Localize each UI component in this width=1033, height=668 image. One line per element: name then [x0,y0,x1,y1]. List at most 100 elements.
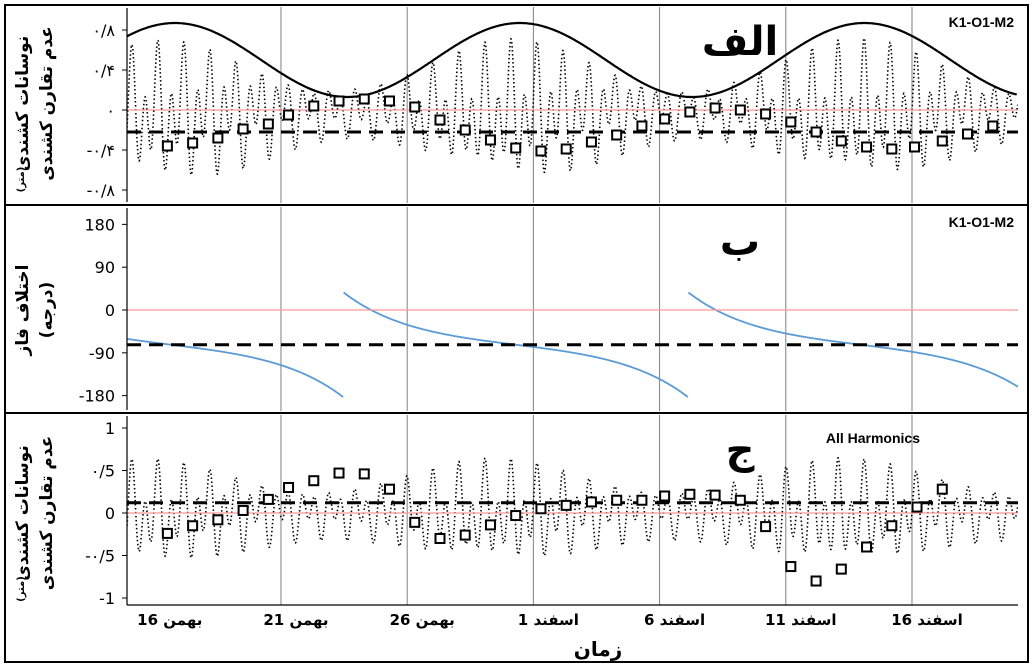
y-tick-label: ۰/۸ [92,21,115,40]
asymmetry-marker [936,483,948,495]
asymmetry-marker [283,109,295,121]
asymmetry-marker [333,467,345,479]
asymmetry-marker [911,501,923,513]
asymmetry-marker [459,124,471,136]
asymmetry-marker [611,494,623,506]
asymmetry-marker [684,106,696,118]
envelope-line [127,21,1017,99]
y-axis-unit: (متر) [16,576,27,602]
asymmetry-marker [987,120,999,132]
asymmetry-marker [861,541,873,553]
y-tick-label: -۰/۸ [87,181,116,200]
panel-letter: الف [702,19,778,65]
asymmetry-marker [785,561,797,573]
asymmetry-marker [560,499,572,511]
asymmetry-marker [585,496,597,508]
panel-3: 1 ۰/5 0 -۰/5 -1 ج All Harmonics نوسانات کشندی عد… [13,415,1018,608]
asymmetry-marker [535,503,547,515]
x-tick-label: 1 اسفند [518,611,579,629]
y-tick-label: 180 [84,215,115,234]
asymmetry-marker [459,529,471,541]
panel-tag: K1-O1-M2 [949,214,1015,230]
asymmetry-marker [659,490,671,502]
asymmetry-marker [187,137,199,149]
asymmetry-marker [358,93,370,105]
panel-1: ۰/۸ ۰/۴ ۰ -۰/۴ -۰/۸ الف K1-O1-M2 نوسانات کشندی ع… [13,7,1018,203]
asymmetry-marker [358,468,370,480]
asymmetry-marker [333,95,345,107]
asymmetry-marker [886,520,898,532]
y-axis-label: (درجه) [37,282,57,339]
plot-area [127,207,1018,411]
asymmetry-marker [810,126,822,138]
y-tick-label: -180 [79,387,115,406]
asymmetry-marker [636,120,648,132]
x-tick-label: 26 بهمن [390,611,455,629]
asymmetry-marker [734,104,746,116]
asymmetry-marker [962,128,974,140]
panel-2: 180 90 0 -90 -180 ب K1-O1-M2 اختلاف فاز (درجه) [13,207,1018,411]
plot-area [127,7,1018,203]
y-tick-label: ۰/۴ [92,61,115,80]
phase-difference-line [687,291,1018,388]
asymmetry-marker [835,135,847,147]
panel-tag: K1-O1-M2 [949,14,1015,30]
phase-difference-line [343,291,689,398]
asymmetry-marker [308,100,320,112]
y-tick-label: 0 [105,504,115,523]
y-tick-label: 0 [105,301,115,320]
asymmetry-marker [237,504,249,516]
asymmetry-marker [684,488,696,500]
y-tick-label: ۰/5 [91,462,115,481]
asymmetry-marker [212,132,224,144]
asymmetry-marker [409,516,421,528]
figure-frame [4,4,1029,663]
asymmetry-marker [734,494,746,506]
y-axis-label: نوسانات کشندی [13,36,33,171]
asymmetry-marker [283,482,295,493]
asymmetry-marker [810,575,822,587]
asymmetry-marker [785,116,797,128]
panel-tag: All Harmonics [826,430,920,446]
y-axis-unit: (متر) [16,167,27,193]
y-tick-label: 90 [95,258,115,277]
asymmetry-marker [585,136,597,148]
x-tick-label: 16 بهمن [137,611,202,629]
asymmetry-marker [384,483,396,495]
y-axis-label: عدم تقارن کشندی [37,26,57,181]
asymmetry-marker [161,140,173,152]
y-tick-label: 1 [105,419,115,438]
asymmetry-marker [262,493,274,505]
asymmetry-marker [659,113,671,125]
asymmetry-marker [636,494,648,506]
asymmetry-marker [510,510,522,522]
asymmetry-marker [187,520,199,532]
asymmetry-marker [237,123,249,135]
phase-difference-line [127,338,344,398]
asymmetry-marker [384,95,396,107]
asymmetry-marker [886,143,898,155]
y-tick-label: -۰/5 [85,547,115,566]
asymmetry-marker [409,101,421,113]
asymmetry-marker [611,129,623,141]
asymmetry-marker [484,519,496,531]
y-axis-label: اختلاف فاز [13,265,33,357]
y-tick-label: -90 [89,344,115,363]
y-tick-label: ۰ [106,101,115,120]
y-tick-label: -1 [99,589,115,608]
panel-letter: ب [720,219,760,265]
x-axis-title: زمان [574,637,622,661]
x-tick-label: 11 اسفند [765,611,837,629]
asymmetry-marker [936,135,948,147]
tidal-oscillation-line [127,456,1018,559]
asymmetry-marker [535,145,547,157]
asymmetry-marker [861,141,873,153]
asymmetry-marker [835,563,847,575]
x-tick-label: 16 اسفند [891,611,963,629]
y-tick-label: -۰/۴ [87,141,115,160]
x-tick-label: 6 اسفند [644,611,705,629]
x-tick-label: 21 بهمن [263,611,328,629]
y-axis-label: نوسانات کشندی [13,445,33,580]
asymmetry-marker [760,108,772,120]
